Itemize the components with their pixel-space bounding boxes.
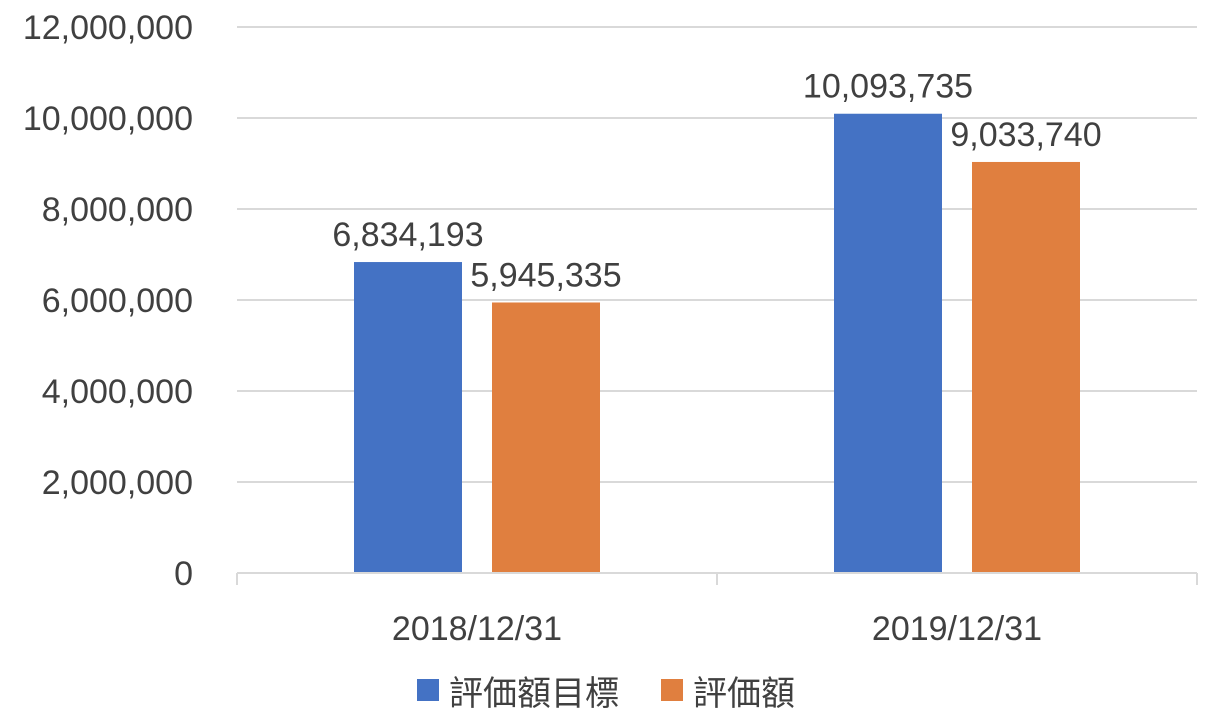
x-axis-category-labels: 2018/12/31 2019/12/31 <box>392 610 1042 648</box>
legend-label-value: 評価額 <box>693 673 795 714</box>
legend-swatch-value <box>661 679 683 701</box>
x-category-label: 2018/12/31 <box>392 610 562 648</box>
data-label: 9,033,740 <box>950 116 1101 154</box>
legend-swatch-target <box>417 679 439 701</box>
y-tick-label: 8,000,000 <box>42 191 193 229</box>
bar-target-1 <box>834 113 942 574</box>
y-tick-label: 12,000,000 <box>23 9 193 47</box>
y-axis-tick-labels: 0 2,000,000 4,000,000 6,000,000 8,000,000 10,… <box>23 9 193 593</box>
y-tick-label: 6,000,000 <box>42 282 193 320</box>
data-label: 10,093,735 <box>803 68 973 106</box>
y-tick-label: 4,000,000 <box>42 373 193 411</box>
bar-value-0 <box>492 302 600 573</box>
y-tick-label: 0 <box>174 555 193 593</box>
data-label: 6,834,193 <box>332 216 483 254</box>
legend-item-value: 評価額 <box>661 666 795 715</box>
x-axis <box>236 572 1198 585</box>
legend: 評価額目標 評価額 <box>0 662 1212 718</box>
y-tick-label: 10,000,000 <box>23 100 193 138</box>
legend-label-target: 評価額目標 <box>449 673 619 714</box>
data-label: 5,945,335 <box>470 256 621 294</box>
y-tick-label: 2,000,000 <box>42 464 193 502</box>
legend-item-target: 評価額目標 <box>417 666 619 715</box>
bar-value-1 <box>972 161 1080 573</box>
bar-target-0 <box>354 262 462 573</box>
bars <box>354 113 1080 574</box>
x-category-label: 2019/12/31 <box>872 610 1042 648</box>
